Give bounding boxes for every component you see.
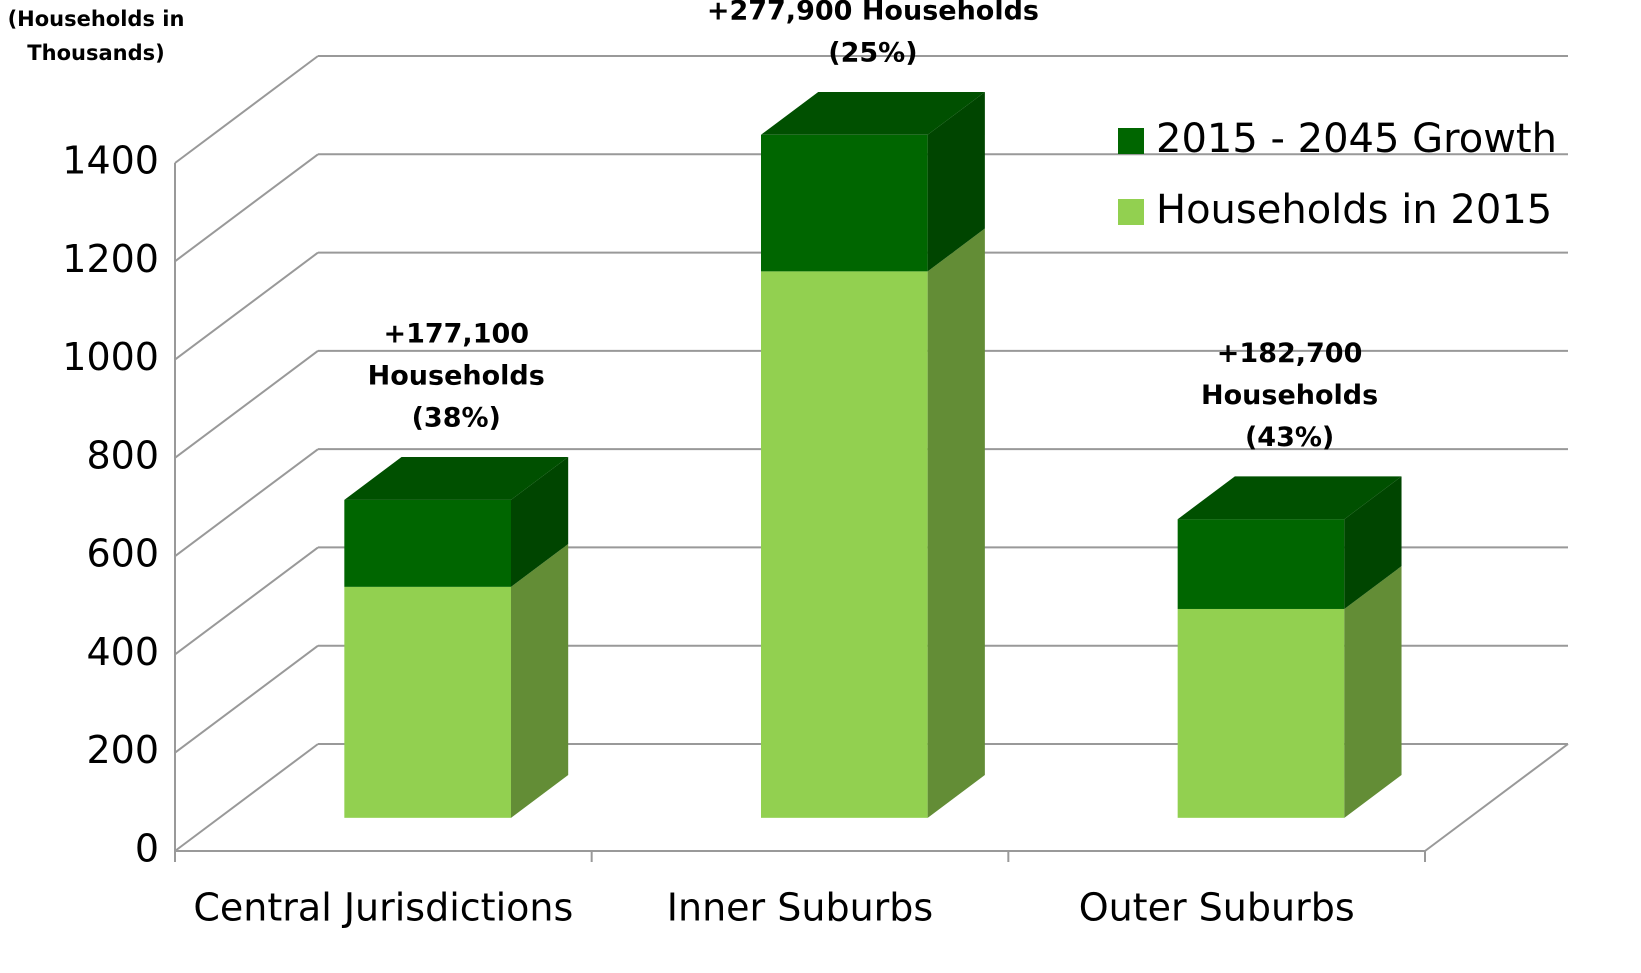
bar-segment bbox=[760, 134, 928, 272]
legend-swatch bbox=[1118, 199, 1144, 225]
y-tick-label: 400 bbox=[86, 630, 159, 674]
annotation: Households bbox=[1201, 380, 1378, 411]
y-axis-label: Thousands) bbox=[27, 41, 164, 65]
legend-label: Households in 2015 bbox=[1156, 187, 1552, 233]
annotation: +177,100 bbox=[383, 319, 529, 350]
bar-top bbox=[1177, 476, 1402, 520]
y-tick-label: 800 bbox=[86, 433, 159, 477]
bar-segment bbox=[1177, 608, 1345, 818]
grid-line bbox=[174, 153, 319, 263]
bar-top bbox=[344, 457, 569, 500]
y-tick-label: 1400 bbox=[62, 139, 159, 183]
legend-swatch bbox=[1118, 128, 1144, 154]
y-tick-label: 0 bbox=[135, 827, 159, 871]
x-tick-label: Central Jurisdictions bbox=[193, 886, 573, 930]
grid-line bbox=[174, 448, 319, 557]
bar-side bbox=[1344, 476, 1402, 609]
x-tick-label: Inner Suburbs bbox=[667, 886, 933, 930]
bar-segment bbox=[760, 271, 928, 818]
floor-edge bbox=[1424, 743, 1569, 852]
grid-line bbox=[174, 350, 319, 459]
y-tick-label: 1000 bbox=[62, 335, 159, 379]
bar-segment bbox=[344, 586, 511, 818]
y-tick-label: 1200 bbox=[62, 237, 159, 281]
grid-line bbox=[174, 55, 319, 164]
annotation: (38%) bbox=[412, 403, 501, 434]
bar-side bbox=[927, 91, 985, 272]
x-tick-label: Outer Suburbs bbox=[1079, 886, 1355, 930]
y-tick-label: 200 bbox=[86, 728, 159, 772]
bar-top bbox=[760, 91, 985, 135]
y-tick-label: 600 bbox=[86, 532, 159, 576]
grid-line bbox=[174, 251, 319, 361]
grid-line bbox=[174, 743, 319, 852]
grid-line bbox=[174, 546, 319, 656]
annotation: +182,700 bbox=[1217, 338, 1363, 369]
y-axis-label: (Households in bbox=[8, 7, 185, 31]
grid-line bbox=[174, 644, 319, 754]
annotation: (43%) bbox=[1245, 422, 1334, 453]
annotation: Households bbox=[368, 361, 545, 392]
bar-side bbox=[1344, 566, 1402, 818]
bar-segment bbox=[1177, 519, 1345, 609]
bar-side bbox=[927, 228, 985, 818]
bar-side bbox=[510, 544, 569, 818]
annotation: +277,900 Households bbox=[707, 0, 1039, 26]
bar-segment bbox=[344, 499, 511, 587]
bar-side bbox=[510, 457, 569, 587]
legend-label: 2015 - 2045 Growth bbox=[1156, 116, 1557, 162]
annotation: (25%) bbox=[828, 37, 917, 68]
